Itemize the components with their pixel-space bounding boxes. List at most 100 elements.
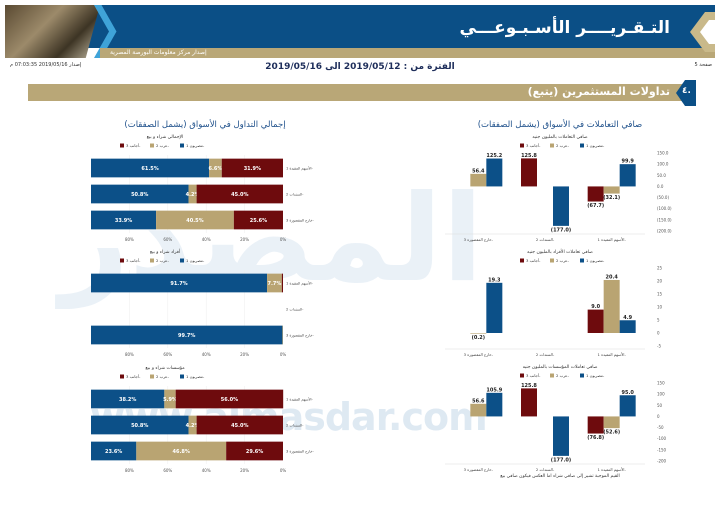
x-tick-label: 40% <box>202 237 211 242</box>
legend-swatch <box>120 374 124 379</box>
data-label: (32.1) <box>603 195 620 201</box>
y-tick-label: 100 <box>657 392 665 397</box>
data-label: (177.0) <box>551 227 571 233</box>
data-label: 4.2% <box>186 192 200 198</box>
bar <box>603 186 620 194</box>
y-tick-label: 0 <box>657 414 660 419</box>
category-label: خارج المقصورة 3- <box>464 237 494 242</box>
chart-svg: الإجمالي شراء و بيع أجانب 3- عرب 2- مصريون … <box>91 135 315 242</box>
legend-swatch <box>550 373 554 378</box>
category-label: السندات 2- <box>536 237 555 242</box>
y-tick-label: -50 <box>657 425 664 430</box>
legend-swatch <box>520 143 524 148</box>
category-label: خارج المقصورة 3- <box>286 450 315 454</box>
data-label: 125.8 <box>521 383 537 389</box>
legend-label: مصريون 1- <box>586 143 605 148</box>
category-label: خارج المقصورة 3- <box>286 219 315 223</box>
data-label: 4.2% <box>186 423 200 429</box>
data-label: 6.6% <box>208 166 222 172</box>
bar <box>486 392 503 417</box>
x-tick-label: 60% <box>163 237 172 242</box>
issuer-label: إصدار مركز معلومات البورصة المصرية <box>110 49 207 56</box>
data-label: (76.8) <box>587 435 604 441</box>
bar-segment <box>164 389 176 409</box>
y-tick-label: (50.0) <box>657 195 669 200</box>
section-number: ٤. <box>682 86 691 96</box>
bar <box>486 282 503 333</box>
report-period: الفترة من : 2019/05/12 الى 2019/05/16 <box>265 62 455 72</box>
data-label: 25.6% <box>250 218 267 224</box>
chart-subtitle: صافي التعاملات بالمليون جنيه <box>532 135 587 140</box>
legend-swatch <box>180 258 184 263</box>
data-label: 56.0% <box>221 397 238 403</box>
chart-svg: صافي تعاملات المؤسسات بالمليون جنيه أجانب… <box>445 365 667 472</box>
bar <box>619 395 636 417</box>
y-tick-label: 10 <box>657 305 663 310</box>
category-label: السندات 2- <box>536 352 555 357</box>
legend-swatch <box>580 258 584 263</box>
y-tick-label: 150 <box>657 381 665 386</box>
legend-label: مصريون 1- <box>186 258 205 263</box>
legend-swatch <box>180 374 184 379</box>
bar <box>521 158 537 187</box>
x-tick-label: 20% <box>240 468 249 473</box>
legend-swatch <box>580 373 584 378</box>
bar-segment <box>175 389 284 409</box>
data-label: 7.7% <box>268 281 282 287</box>
bar-segment <box>281 273 283 293</box>
data-label: 56.6 <box>472 398 485 404</box>
chart-subtitle: صافي تعاملات المؤسسات بالمليون جنيه <box>523 365 598 370</box>
right-column-title: صافي التعاملات في الأسواق (يشمل الصفقات) <box>477 120 643 130</box>
category-label: خارج المقصورة 3- <box>464 352 494 357</box>
bar-segment <box>221 158 283 178</box>
bar-segment <box>196 184 283 204</box>
data-label: (67.7) <box>587 203 604 209</box>
x-tick-label: 0% <box>280 468 287 473</box>
chart-subtitle: أفراد شراء و بيع <box>150 248 180 255</box>
data-label: 23.6% <box>105 449 122 455</box>
data-label: 125.8 <box>521 153 537 159</box>
bar <box>486 158 503 187</box>
header-gold-strip <box>100 48 715 58</box>
bar <box>587 416 604 434</box>
chart-svg: مؤسسات شراء و بيع أجانب 3- عرب 2- مصريون 1-… <box>91 366 315 473</box>
data-label: 5.9% <box>163 397 177 403</box>
y-tick-label: (200.0) <box>657 229 672 234</box>
y-tick-label: 5 <box>657 318 660 323</box>
bar-segment <box>226 441 283 461</box>
bar <box>603 416 620 429</box>
chart-svg: صافي التعاملات بالمليون جنيه أجانب 3- عرب … <box>445 135 672 242</box>
bar <box>619 164 636 187</box>
legend-swatch <box>120 258 124 263</box>
bar <box>521 388 537 417</box>
report-title: التـقـريــــر الأسـبـوعـــي <box>459 18 670 38</box>
legend-label: أجانب 3- <box>526 373 541 378</box>
legend-swatch <box>150 374 154 379</box>
x-tick-label: 80% <box>125 468 134 473</box>
category-label: الأسهم المقيدة 1- <box>286 281 314 286</box>
column-chart-net-individuals: صافي تعاملات الأفراد بالمليون جنيه أجانب … <box>430 248 690 360</box>
legend-label: أجانب 3- <box>526 258 541 263</box>
data-label: 40.5% <box>186 218 203 224</box>
y-tick-label: -150 <box>657 447 667 452</box>
x-tick-label: 80% <box>125 352 134 357</box>
data-label: 45.0% <box>231 192 248 198</box>
legend-swatch <box>580 143 584 148</box>
legend-swatch <box>150 143 154 148</box>
legend-label: أجانب 3- <box>526 143 541 148</box>
category-label: خارج المقصورة 3- <box>286 334 315 338</box>
bar-segment <box>91 441 137 461</box>
bar-segment <box>91 158 210 178</box>
y-tick-label: -5 <box>657 344 661 349</box>
data-label: (177.0) <box>551 457 571 463</box>
data-label: 99.7% <box>178 333 195 339</box>
category-label: السندات 2- <box>286 308 304 312</box>
data-label: 91.7% <box>170 281 187 287</box>
bar <box>470 173 487 187</box>
bar-segment <box>156 210 234 230</box>
stock-exchange-photo <box>5 5 100 58</box>
category-label: خارج المقصورة 3- <box>464 467 494 472</box>
y-tick-label: -200 <box>657 459 667 464</box>
data-label: 33.9% <box>115 218 132 224</box>
data-label: 61.5% <box>141 166 158 172</box>
